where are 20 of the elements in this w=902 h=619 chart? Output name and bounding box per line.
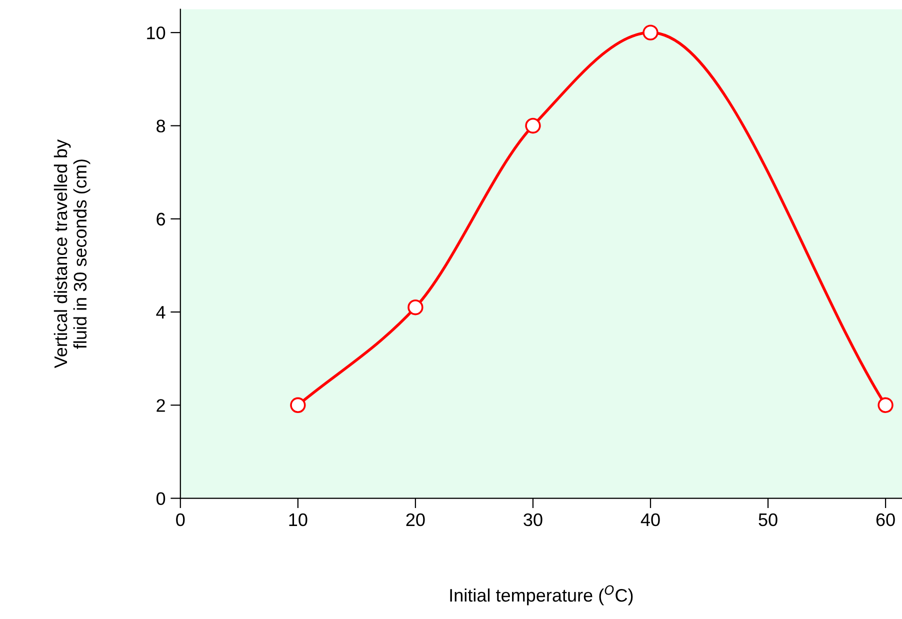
y-tick-label: 10 <box>147 26 166 40</box>
x-axis-title: Initial temperature ($^{O}$C) <box>450 585 633 606</box>
point <box>408 300 424 316</box>
x-tick-label: 50 <box>758 513 778 526</box>
x-tick-label: 60 <box>876 513 895 526</box>
point <box>642 24 658 40</box>
x-tick-label: 30 <box>524 513 542 526</box>
x-tick-label: 20 <box>406 513 425 526</box>
x-tick-label: 0 <box>176 513 185 526</box>
y-tick-label: 6 <box>156 212 166 226</box>
y-tick-label: 0 <box>156 492 166 506</box>
point <box>525 118 541 134</box>
y-tick-label: 8 <box>156 120 166 132</box>
y-tick-label: 4 <box>156 306 166 319</box>
point <box>290 397 306 413</box>
x-tick-label: 10 <box>289 513 308 526</box>
point <box>878 397 894 413</box>
y-tick-label: 2 <box>156 399 165 412</box>
x-tick-label: 40 <box>640 513 660 526</box>
y-axis-title: Vertical distance travelled by fluid in 30 seconds (cm) <box>54 139 90 368</box>
